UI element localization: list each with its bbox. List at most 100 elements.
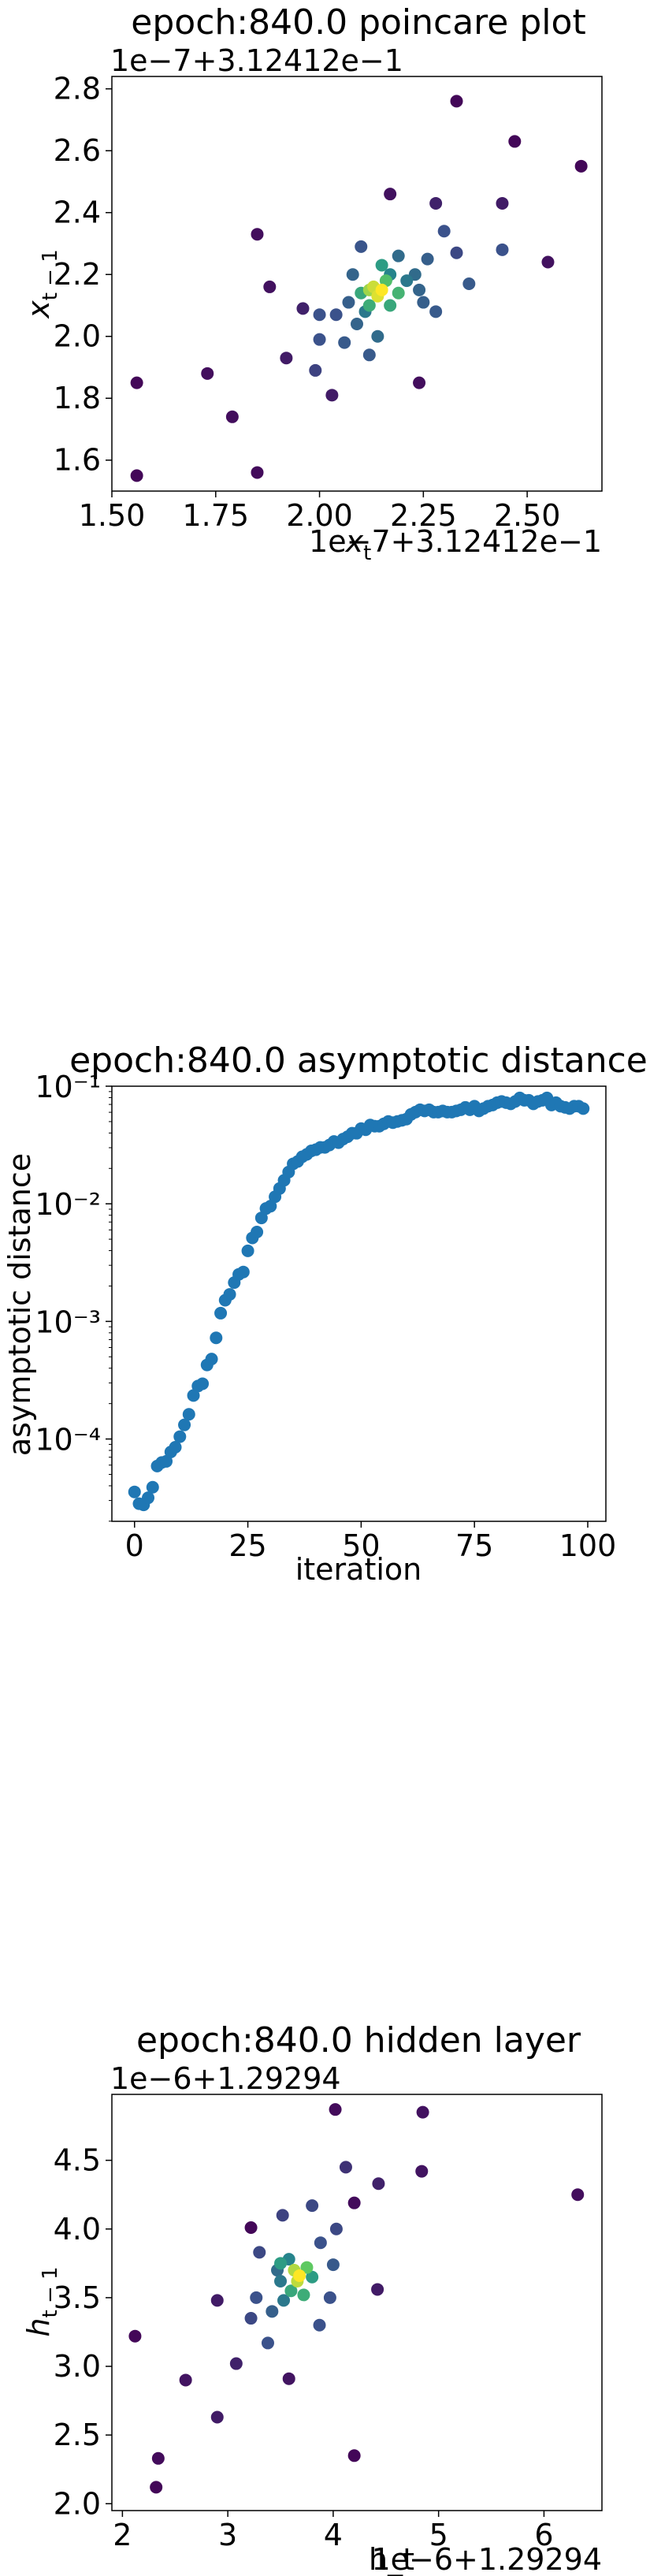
data-point [223,1288,236,1301]
svg-text:xt − 1: xt − 1 [21,249,62,319]
data-point [225,410,239,423]
data-point [342,296,355,309]
chart1-plot-area [111,76,603,492]
data-point [276,2209,289,2222]
data-point [338,336,351,349]
data-point [326,2258,340,2272]
data-point [284,2284,298,2298]
data-point [160,1454,173,1468]
data-point [205,1353,218,1366]
poincare-plot-chart: epoch:840.0 poincare plot 1e−7+3.12412e−… [21,2,603,565]
x-tick-label: 1.50 [79,498,146,533]
data-point [142,1491,155,1505]
data-point [437,225,451,238]
data-point [179,2373,192,2387]
y-tick-label: 1.8 [54,381,101,415]
data-point [347,2196,361,2209]
chart2-title: epoch:840.0 asymptotic distance [69,1040,648,1081]
data-point [266,2305,279,2318]
y-tick-label: 2.0 [54,2486,101,2521]
data-point [421,252,434,266]
data-point [254,1212,268,1225]
y-tick-label: 10⁻¹ [35,1070,101,1104]
data-point [375,283,388,296]
chart3-plot-area [111,2094,603,2511]
data-point [241,1244,254,1257]
data-point [250,2291,263,2304]
data-point [263,280,277,293]
svg-text:ht − 1: ht − 1 [21,2266,62,2336]
chart2-x-axis-label: iteration [295,1552,422,1587]
data-point [210,1331,223,1345]
data-point [146,1480,159,1494]
data-point [346,268,359,281]
data-point [313,2318,326,2332]
y-tick-label: 2.4 [54,195,101,230]
y-tick-label: 2.6 [54,133,101,168]
data-point [416,2105,429,2119]
y-tick-label: 10⁻³ [35,1305,101,1339]
data-point [178,1418,191,1431]
data-point [347,2449,361,2462]
data-point [229,2357,243,2370]
data-point [351,318,363,331]
data-point [306,2199,319,2213]
data-point [429,305,443,318]
data-point [371,329,384,343]
x-tick-label: 3 [218,2518,237,2552]
data-point [329,308,343,322]
data-point [371,2283,384,2296]
chart1-y-offset-label: 1e−7+3.12412e−1 [110,43,403,78]
data-point [508,135,522,148]
chart3-title: epoch:840.0 hidden layer [136,2020,581,2060]
data-point [496,243,509,256]
data-point [384,188,397,201]
data-point [571,2188,585,2202]
x-tick-label: 50 [342,1528,380,1563]
data-point [173,1430,187,1443]
asymptotic-distance-chart: epoch:840.0 asymptotic distance asymptot… [2,1040,648,1587]
data-point [169,1441,182,1454]
x-tick-label: 4 [324,2518,343,2552]
chart3-y-axis-label: ht − 1 [21,2266,62,2336]
data-point [496,196,509,210]
data-point [151,2451,165,2465]
x-tick-label: 25 [228,1528,266,1563]
y-tick-label: 1.6 [54,443,101,478]
data-point [313,333,326,346]
data-point [429,196,443,210]
x-tick-label: 6 [534,2518,553,2552]
data-point [128,2329,142,2343]
data-point [182,1408,195,1421]
data-point [274,2274,288,2288]
data-point [210,2294,224,2307]
data-point [214,1306,228,1320]
data-point [417,296,430,309]
data-point [313,308,326,322]
data-point [282,2372,295,2385]
data-point [462,277,476,290]
chart1-y-axis-label: xt − 1 [21,249,62,319]
data-point [277,2294,291,2307]
data-point [329,2103,342,2116]
data-point [309,363,322,377]
data-point [187,1389,200,1402]
y-tick-label: 2.2 [54,257,101,292]
x-tick-label: 2.25 [390,498,457,533]
data-point [413,376,426,389]
chart3-y-offset-label: 1e−6+1.29294 [110,2061,341,2096]
hidden-layer-chart: epoch:840.0 hidden layer 1e−6+1.29294 ht… [21,2020,603,2576]
data-point [251,228,264,241]
data-point [201,367,214,380]
data-point [577,1102,590,1115]
data-point [323,2291,336,2304]
data-point [392,286,405,300]
data-point [300,2261,314,2274]
data-point [362,348,376,362]
y-tick-label: 3.5 [54,2280,101,2315]
y-tick-label: 10⁻⁴ [35,1423,101,1457]
y-tick-label: 2.5 [54,2418,101,2452]
data-point [384,299,397,312]
x-tick-label: 2.50 [494,498,561,533]
data-point [130,469,143,482]
